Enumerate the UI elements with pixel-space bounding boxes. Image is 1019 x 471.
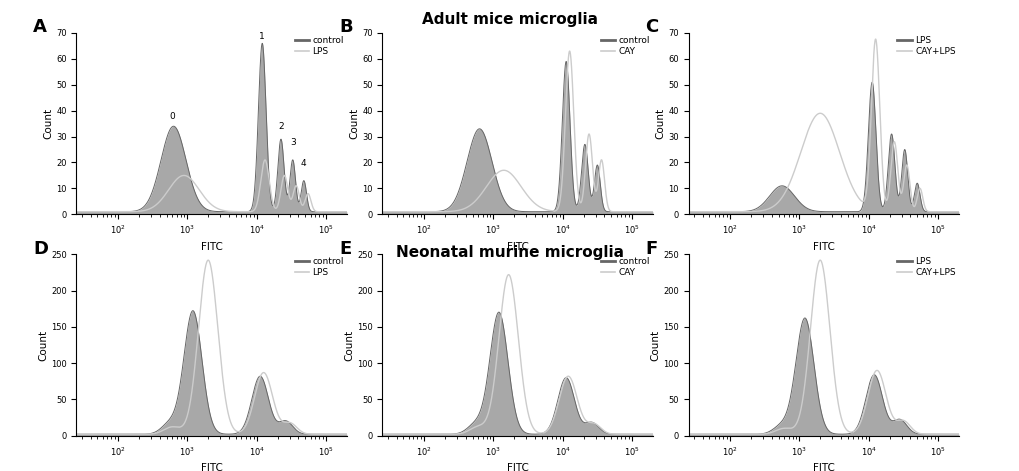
Y-axis label: Count: Count — [38, 329, 48, 361]
Text: Adult mice microglia: Adult mice microglia — [422, 12, 597, 27]
X-axis label: FITC: FITC — [506, 242, 528, 252]
Legend: LPS, CAY+LPS: LPS, CAY+LPS — [896, 35, 956, 57]
Legend: control, CAY: control, CAY — [599, 256, 650, 278]
Y-axis label: Count: Count — [344, 329, 354, 361]
Y-axis label: Count: Count — [44, 108, 53, 139]
Y-axis label: Count: Count — [650, 329, 659, 361]
Text: 4: 4 — [301, 159, 307, 168]
Text: C: C — [645, 18, 658, 36]
Text: 2: 2 — [278, 122, 283, 131]
Text: 0: 0 — [169, 112, 175, 121]
Legend: LPS, CAY+LPS: LPS, CAY+LPS — [896, 256, 956, 278]
Legend: control, LPS: control, LPS — [293, 35, 344, 57]
Text: 3: 3 — [289, 138, 296, 147]
Y-axis label: Count: Count — [655, 108, 664, 139]
Text: E: E — [339, 240, 352, 258]
X-axis label: FITC: FITC — [201, 242, 222, 252]
X-axis label: FITC: FITC — [812, 463, 834, 471]
Legend: control, CAY: control, CAY — [599, 35, 650, 57]
Text: B: B — [339, 18, 353, 36]
Y-axis label: Count: Count — [350, 108, 359, 139]
X-axis label: FITC: FITC — [506, 463, 528, 471]
Legend: control, LPS: control, LPS — [293, 256, 344, 278]
Text: Neonatal murine microglia: Neonatal murine microglia — [395, 245, 624, 260]
Text: D: D — [34, 240, 48, 258]
X-axis label: FITC: FITC — [201, 463, 222, 471]
Text: 1: 1 — [259, 32, 265, 41]
X-axis label: FITC: FITC — [812, 242, 834, 252]
Text: F: F — [645, 240, 657, 258]
Text: A: A — [34, 18, 47, 36]
